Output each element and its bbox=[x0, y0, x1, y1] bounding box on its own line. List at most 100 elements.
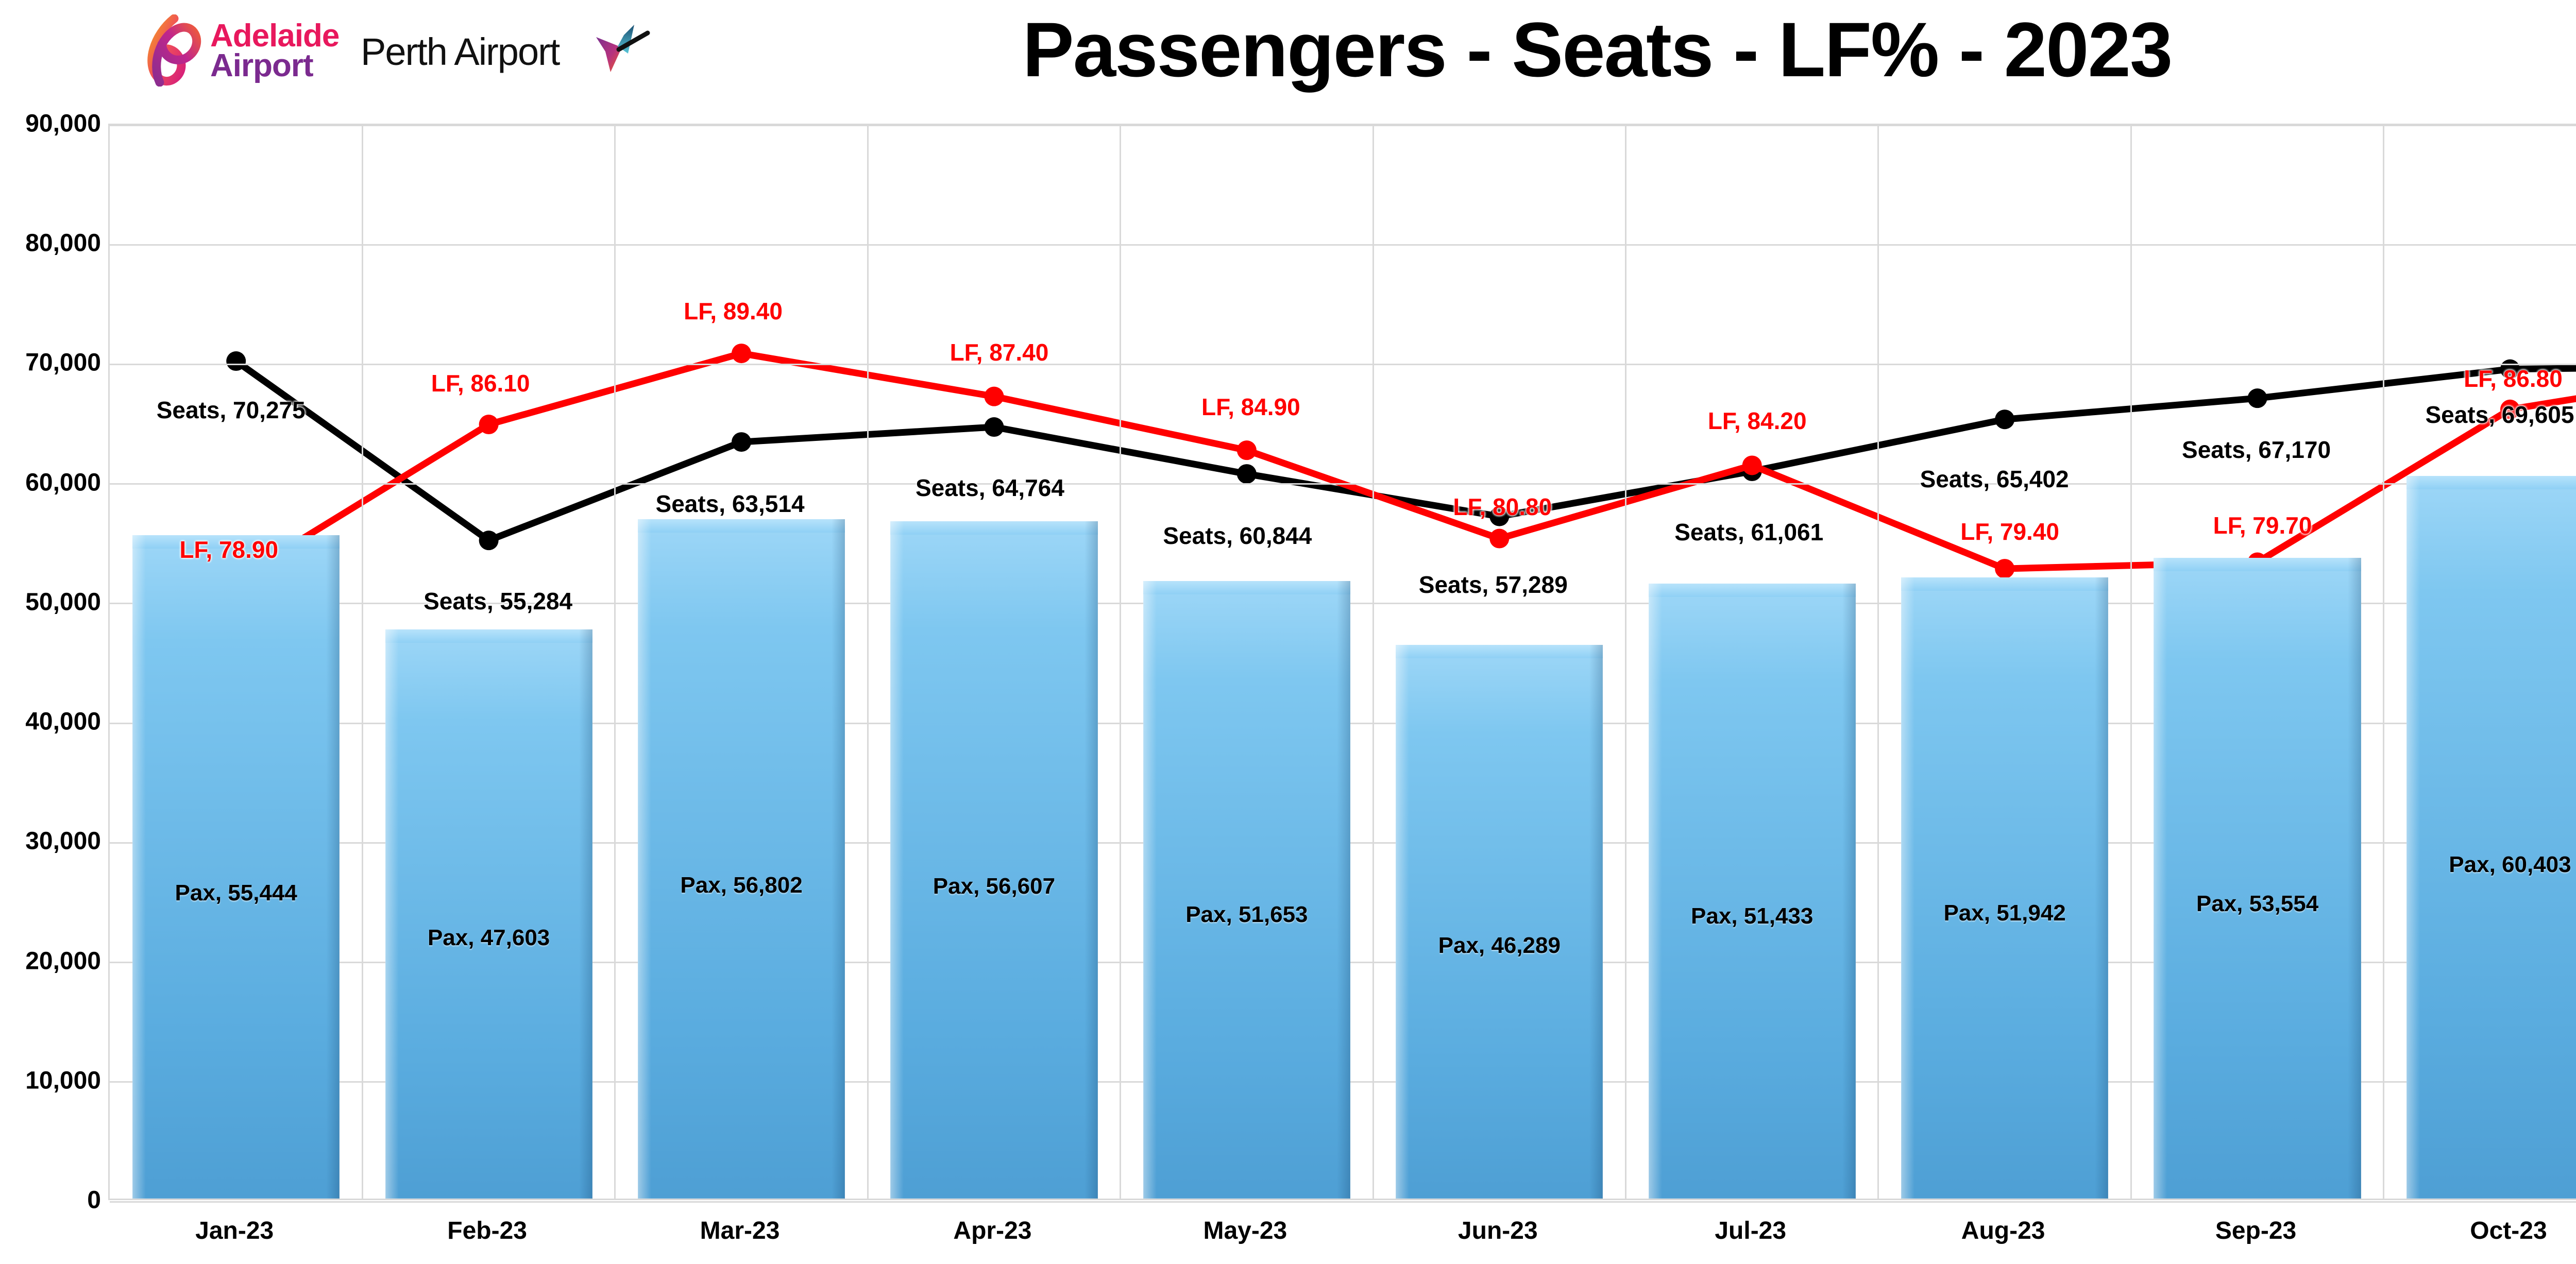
bar-bevel-right bbox=[1589, 645, 1603, 1199]
seats-marker[interactable] bbox=[732, 432, 752, 452]
bar-Jan-23[interactable]: Pax, 55,444 bbox=[132, 535, 340, 1199]
seats-marker[interactable] bbox=[2247, 388, 2267, 408]
seats-marker[interactable] bbox=[1995, 409, 2015, 430]
bar-bevel-top bbox=[1396, 645, 1603, 659]
bar-bevel-right bbox=[326, 535, 340, 1199]
bar-bevel-right bbox=[2347, 558, 2361, 1199]
left-axis-tick: 0 bbox=[87, 1186, 101, 1214]
bar-bevel-left bbox=[132, 535, 146, 1199]
left-axis-tick: 10,000 bbox=[25, 1067, 101, 1095]
gridline-vertical bbox=[2130, 125, 2132, 1199]
left-axis-tick: 30,000 bbox=[25, 827, 101, 855]
lf-line bbox=[232, 350, 2576, 583]
lf-marker[interactable] bbox=[479, 415, 499, 435]
left-axis-tick: 50,000 bbox=[25, 588, 101, 616]
lf-value-label: LF, 86.80 bbox=[2464, 365, 2563, 392]
adelaide-swirl-icon bbox=[147, 14, 201, 87]
lf-value-label: LF, 79.70 bbox=[2213, 511, 2312, 539]
gridline-vertical bbox=[2383, 125, 2385, 1199]
gridline-horizontal bbox=[110, 124, 2576, 126]
bar-Sep-23[interactable]: Pax, 53,554 bbox=[2154, 558, 2361, 1199]
x-axis-tick-Mar-23: Mar-23 bbox=[700, 1217, 780, 1244]
lf-marker[interactable] bbox=[1742, 455, 1762, 475]
gridline-vertical bbox=[1625, 125, 1626, 1199]
bar-bevel-top bbox=[1648, 583, 1856, 597]
bar-value-label: Pax, 47,603 bbox=[427, 925, 550, 951]
lf-marker[interactable] bbox=[1236, 440, 1257, 460]
bar-value-label: Pax, 60,403 bbox=[2449, 851, 2571, 877]
lf-marker[interactable] bbox=[1995, 559, 2015, 579]
lf-marker[interactable] bbox=[732, 344, 752, 364]
bar-bevel-top bbox=[132, 535, 340, 549]
seats-marker[interactable] bbox=[984, 417, 1004, 437]
bar-Jul-23[interactable]: Pax, 51,433 bbox=[1648, 583, 1856, 1199]
gridline-horizontal bbox=[110, 483, 2576, 485]
gridline-horizontal bbox=[110, 363, 2576, 365]
bar-bevel-top bbox=[385, 629, 592, 643]
seats-value-label: Seats, 55,284 bbox=[423, 588, 573, 615]
bar-Apr-23[interactable]: Pax, 56,607 bbox=[890, 521, 1098, 1199]
x-axis-tick-May-23: May-23 bbox=[1203, 1217, 1287, 1244]
left-axis: 0 10,000 20,000 30,000 40,000 50,000 60,000 70,… bbox=[0, 110, 101, 1214]
x-axis-tick-Sep-23: Sep-23 bbox=[2215, 1217, 2297, 1244]
x-axis-tick-Jan-23: Jan-23 bbox=[195, 1217, 274, 1244]
seats-line bbox=[232, 357, 2576, 544]
gridline-vertical bbox=[1877, 125, 1879, 1199]
bar-bevel-left bbox=[1396, 645, 1410, 1199]
seats-marker[interactable] bbox=[1742, 462, 1762, 482]
bar-Feb-23[interactable]: Pax, 47,603 bbox=[385, 629, 592, 1199]
left-axis-tick: 90,000 bbox=[25, 110, 101, 138]
lf-value-label: LF, 89.40 bbox=[684, 298, 783, 325]
bar-bevel-right bbox=[1084, 521, 1098, 1199]
lf-marker[interactable] bbox=[984, 386, 1004, 406]
gridline-horizontal bbox=[110, 1201, 2576, 1203]
bar-value-label: Pax, 46,289 bbox=[1438, 933, 1561, 959]
gridline-vertical bbox=[361, 125, 363, 1199]
bar-value-label: Pax, 51,942 bbox=[1943, 900, 2066, 926]
bar-Aug-23[interactable]: Pax, 51,942 bbox=[1901, 577, 2109, 1199]
seats-value-label: Seats, 57,289 bbox=[1418, 571, 1568, 598]
bar-bevel-top bbox=[2154, 558, 2361, 572]
perth-star-icon bbox=[596, 25, 650, 72]
x-axis-tick-Apr-23: Apr-23 bbox=[953, 1217, 1032, 1244]
bar-bevel-top bbox=[1143, 580, 1350, 594]
page-title: Passengers - Seats - LF% - 2023 bbox=[1022, 6, 2173, 93]
seats-value-label: Seats, 70,275 bbox=[156, 397, 306, 424]
seats-value-label: Seats, 64,764 bbox=[915, 474, 1064, 502]
left-axis-tick: 40,000 bbox=[25, 708, 101, 736]
bar-Oct-23[interactable]: Pax, 60,403 bbox=[2406, 476, 2576, 1199]
bar-Mar-23[interactable]: Pax, 56,802 bbox=[637, 519, 845, 1199]
bar-bevel-top bbox=[1901, 577, 2109, 591]
bar-value-label: Pax, 51,433 bbox=[1691, 903, 1814, 929]
bar-bevel-right bbox=[579, 629, 592, 1199]
bar-May-23[interactable]: Pax, 51,653 bbox=[1143, 580, 1350, 1199]
bar-value-label: Pax, 56,802 bbox=[680, 872, 803, 898]
seats-value-label: Seats, 60,844 bbox=[1163, 522, 1312, 550]
seats-marker[interactable] bbox=[479, 531, 499, 551]
left-axis-tick: 70,000 bbox=[25, 349, 101, 377]
x-axis-tick-Aug-23: Aug-23 bbox=[1961, 1217, 2045, 1244]
gridline-vertical bbox=[867, 125, 869, 1199]
bar-bevel-left bbox=[1901, 577, 1915, 1199]
x-axis-tick-Feb-23: Feb-23 bbox=[447, 1217, 527, 1244]
adelaide-logo-line2: Airport bbox=[210, 48, 314, 83]
lf-value-label: LF, 84.90 bbox=[1201, 394, 1300, 421]
perth-logo-label: Perth Airport bbox=[361, 30, 560, 73]
left-axis-tick: 80,000 bbox=[25, 229, 101, 257]
seats-marker[interactable] bbox=[1236, 464, 1257, 484]
lf-marker[interactable] bbox=[1489, 528, 1510, 549]
bar-bevel-left bbox=[385, 629, 399, 1199]
bar-bevel-top bbox=[637, 519, 845, 533]
lf-value-label: LF, 87.40 bbox=[950, 338, 1049, 366]
adelaide-airport-logo: Adelaide Airport bbox=[140, 11, 340, 89]
seats-marker[interactable] bbox=[226, 351, 246, 371]
bar-bevel-top bbox=[2406, 476, 2576, 490]
bar-Jun-23[interactable]: Pax, 46,289 bbox=[1396, 645, 1603, 1199]
seats-value-label: Seats, 67,170 bbox=[2182, 436, 2331, 464]
gridline-horizontal bbox=[110, 244, 2576, 246]
adelaide-logo-line1: Adelaide bbox=[210, 18, 340, 54]
bar-bevel-left bbox=[2154, 558, 2167, 1199]
bar-bevel-right bbox=[832, 519, 845, 1199]
x-axis-tick-Jul-23: Jul-23 bbox=[1715, 1217, 1787, 1244]
lf-value-label: LF, 86.10 bbox=[431, 370, 530, 397]
